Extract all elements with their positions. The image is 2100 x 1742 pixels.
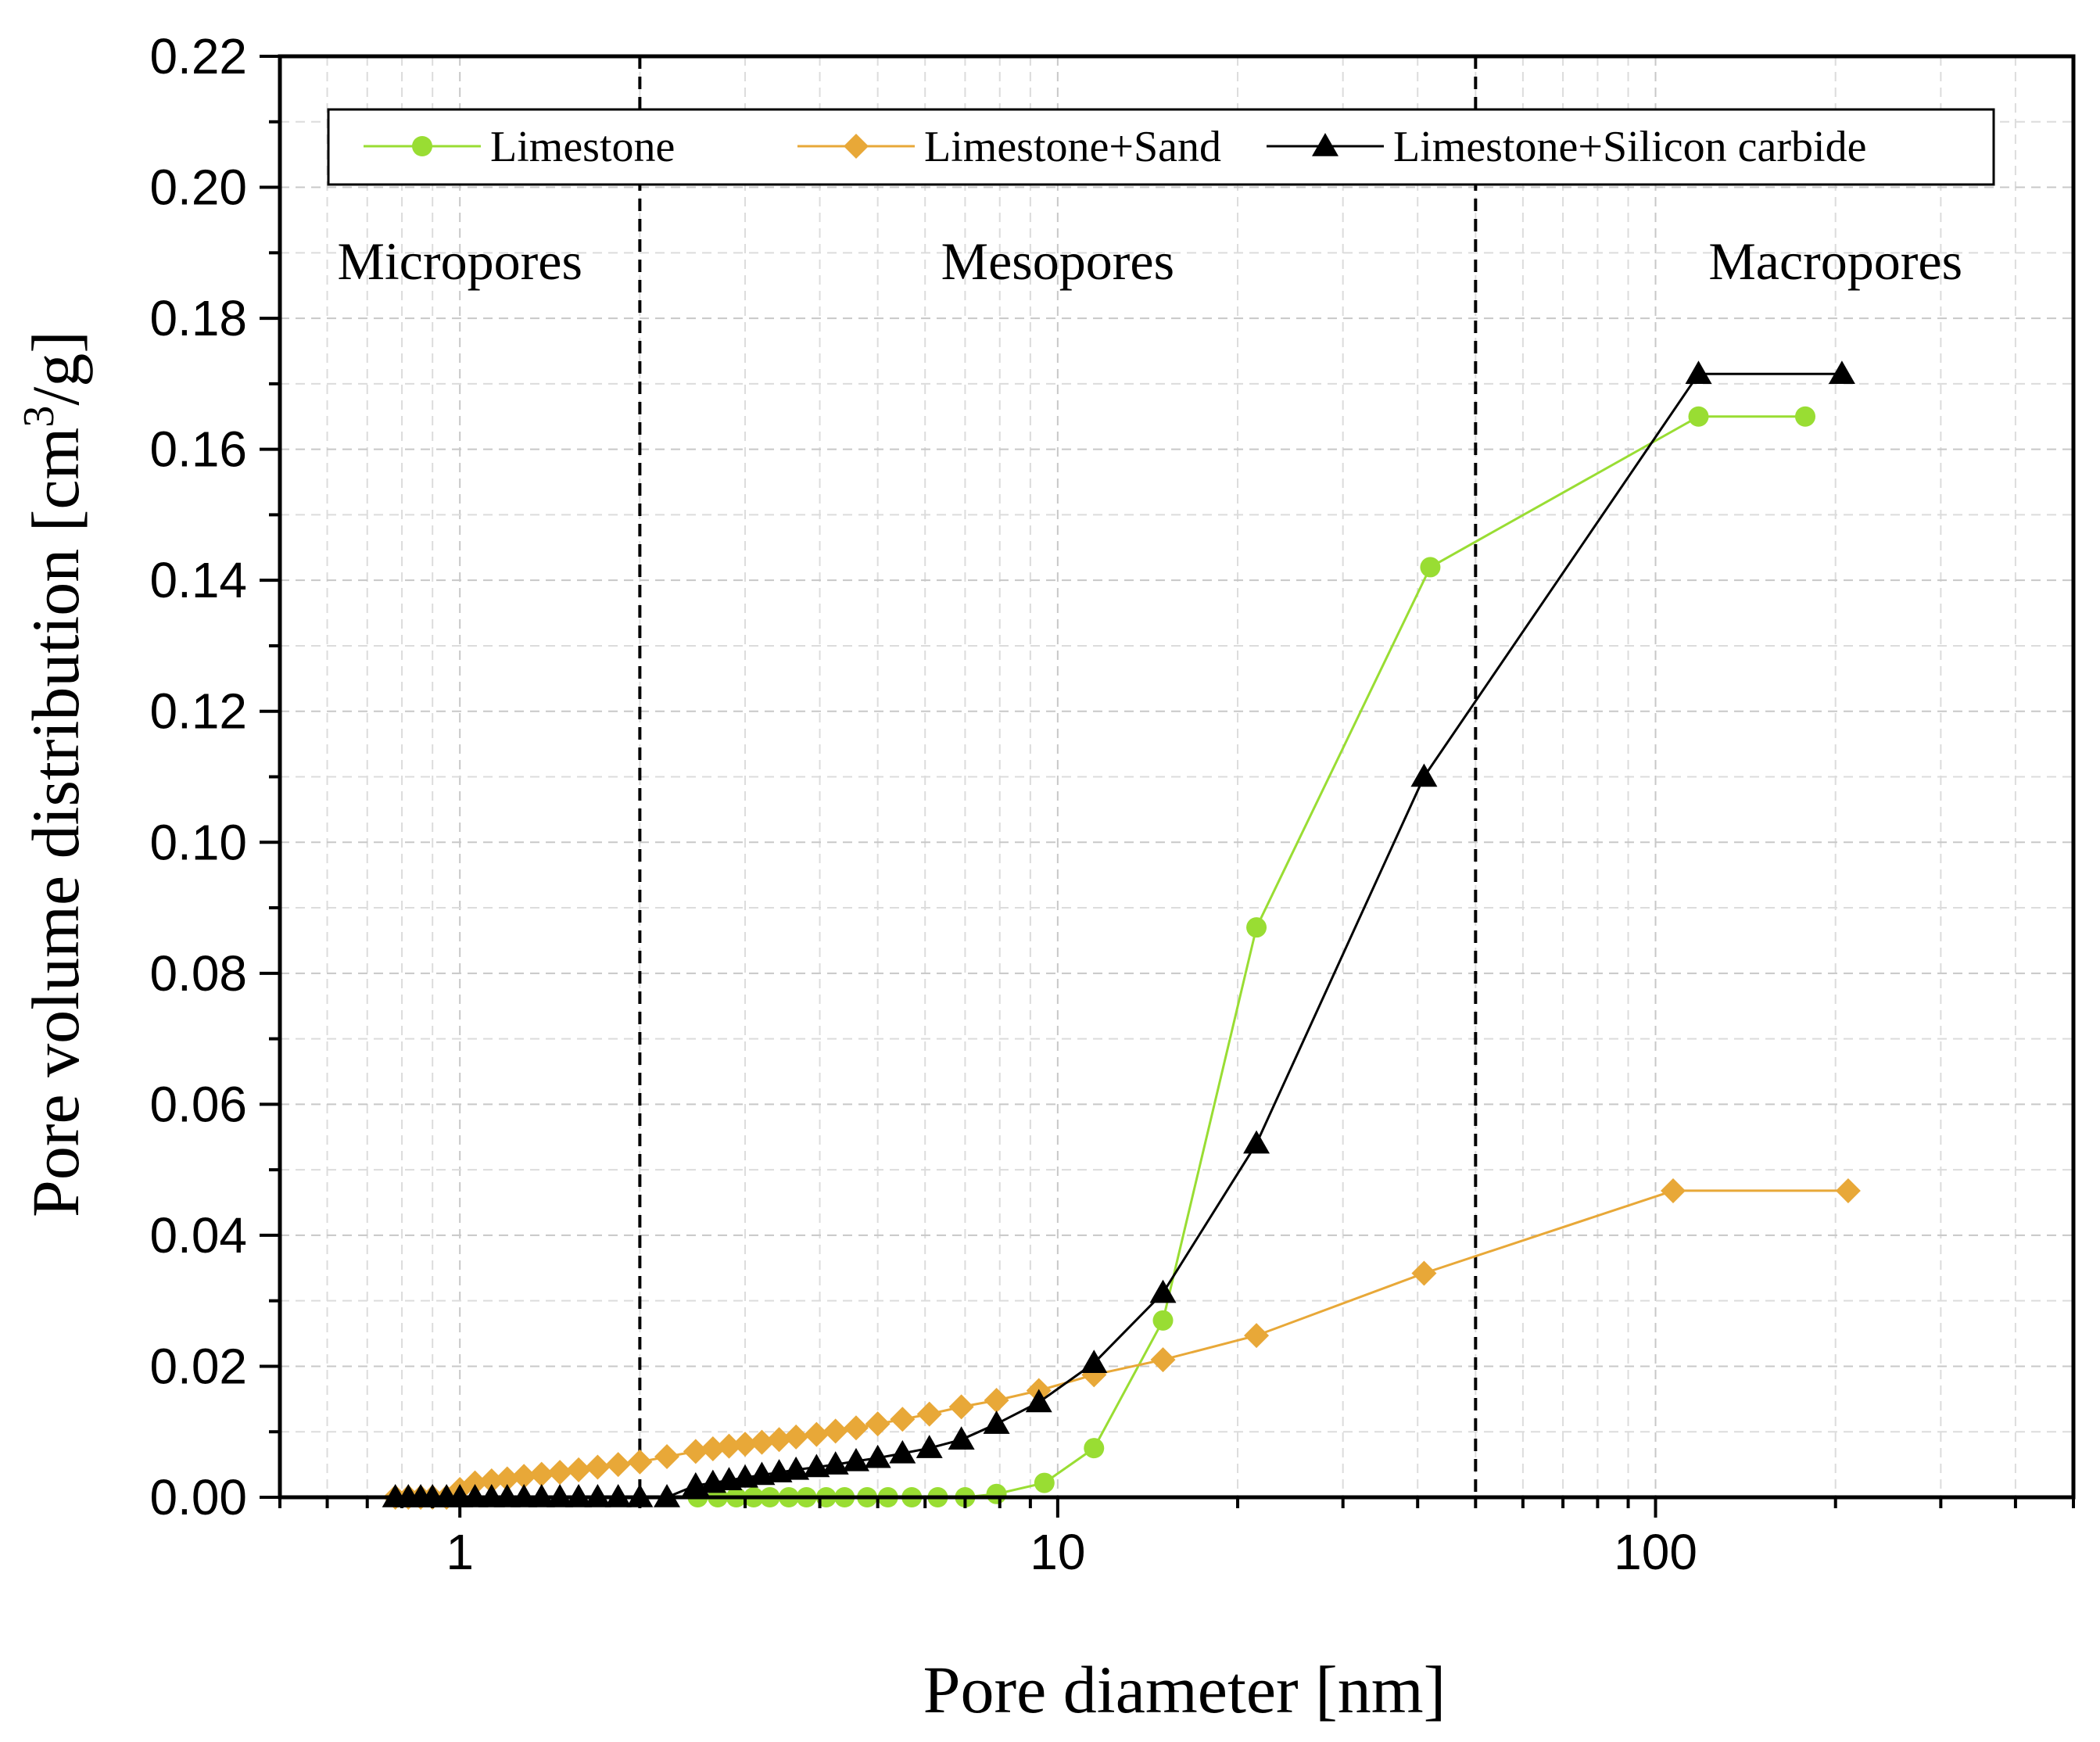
data-point-diamond [984,1388,1009,1414]
data-point-diamond [1244,1323,1270,1349]
data-point-diamond [585,1454,611,1480]
data-point-diamond [478,1468,504,1494]
legend-item-limestone: Limestone [364,123,675,171]
data-point-diamond [566,1457,592,1482]
data-point-diamond [494,1466,520,1492]
data-point-diamond [462,1470,488,1496]
data-point-circle [1084,1438,1105,1459]
data-point-triangle [1410,763,1438,787]
y-tick-label: 0.18 [149,290,247,346]
data-point-triangle [983,1410,1010,1434]
data-point-triangle [803,1453,830,1478]
legend-label: Limestone [490,123,675,171]
data-point-circle [1034,1472,1055,1493]
x-tick-label: 1 [446,1524,474,1580]
legend-box [327,108,1995,186]
data-point-diamond [700,1436,726,1462]
data-point-diamond [822,1418,848,1444]
y-axis-title: Pore volume distribution [cm3/g] [15,331,93,1217]
mesopores-label: Mesopores [941,231,1174,291]
data-point-diamond [766,1427,792,1453]
y-axis-title-superscript: 3 [15,406,63,428]
data-point-diamond [804,1421,830,1447]
data-point-circle [412,136,432,156]
y-tick-label: 0.20 [149,160,247,216]
data-point-diamond [948,1394,974,1420]
data-point-circle [1688,406,1709,427]
y-tick-label: 0.10 [149,814,247,870]
data-point-triangle [948,1426,975,1450]
data-point-triangle [1149,1279,1177,1303]
data-point-triangle [889,1439,916,1464]
data-point-triangle [842,1447,869,1471]
data-point-circle [986,1483,1007,1504]
y-axis-title-main: Pore volume distribution [cm [18,428,93,1217]
data-point-triangle [1025,1389,1052,1413]
data-point-diamond [843,1415,869,1441]
y-tick-label: 0.06 [149,1076,247,1132]
data-point-diamond [1835,1177,1861,1203]
data-point-triangle [864,1444,891,1468]
y-tick-label: 0.14 [149,552,247,608]
data-point-diamond [844,134,869,159]
x-tick-label: 100 [1614,1524,1697,1580]
y-tick-label: 0.12 [149,683,247,740]
macropores-label: Macropores [1708,231,1962,291]
grid [279,56,2074,1497]
y-axis-title-tail: /g] [18,331,93,406]
data-point-diamond [783,1424,809,1450]
data-point-circle [1246,917,1267,938]
legend-label: Limestone+Sand [924,123,1221,171]
data-point-diamond [529,1461,554,1487]
data-point-diamond [627,1449,653,1475]
data-point-triangle [916,1435,943,1458]
data-point-triangle [1312,133,1338,156]
data-point-diamond [749,1429,775,1455]
data-point-triangle [1685,360,1712,385]
data-point-diamond [1150,1347,1176,1373]
data-point-triangle [1080,1350,1108,1374]
axis-ticks [260,55,2075,1518]
data-point-diamond [654,1444,680,1470]
micropores-label: Micropores [337,231,582,291]
legend-item-limestone-sand: Limestone+Sand [797,123,1221,171]
legend: Limestone Limestone+Sand Limestone+Silicon… [327,108,1995,186]
data-point-diamond [683,1439,708,1464]
y-tick-label: 0.08 [149,945,247,1002]
y-tick-label: 0.00 [149,1469,247,1525]
data-point-diamond [890,1407,916,1432]
data-point-circle [1795,406,1816,427]
data-point-circle [1420,557,1441,578]
data-point-triangle [783,1456,810,1480]
y-tick-label: 0.22 [149,28,247,84]
data-point-diamond [1660,1177,1686,1203]
y-tick-label: 0.16 [149,421,247,478]
legend-item-limestone-silicon-carbide: Limestone+Silicon carbide [1267,123,1866,171]
y-tick-label: 0.04 [149,1207,247,1263]
axis-labels: 1 10 100 0.00 0.02 0.04 0.06 0.08 0.10 0.12 0.14 0.… [149,28,1697,1580]
data-point-diamond [605,1452,631,1478]
data-point-triangle [822,1451,849,1475]
data-point-diamond [547,1460,573,1486]
y-tick-label: 0.02 [149,1338,247,1394]
x-axis-title: Pore diameter [nm] [923,1652,1446,1727]
data-point-diamond [865,1411,891,1437]
legend-label: Limestone+Silicon carbide [1393,123,1866,171]
data-point-triangle [1828,360,1855,385]
data-point-diamond [511,1464,537,1489]
region-labels: Micropores Mesopores Macropores [337,231,1962,291]
data-point-diamond [733,1432,758,1457]
data-point-diamond [716,1433,742,1459]
x-tick-label: 10 [1030,1524,1085,1580]
data-point-diamond [1411,1260,1437,1286]
data-point-circle [1152,1310,1174,1331]
series-layer [382,360,1861,1510]
data-point-diamond [916,1401,942,1427]
data-point-triangle [1243,1130,1270,1154]
